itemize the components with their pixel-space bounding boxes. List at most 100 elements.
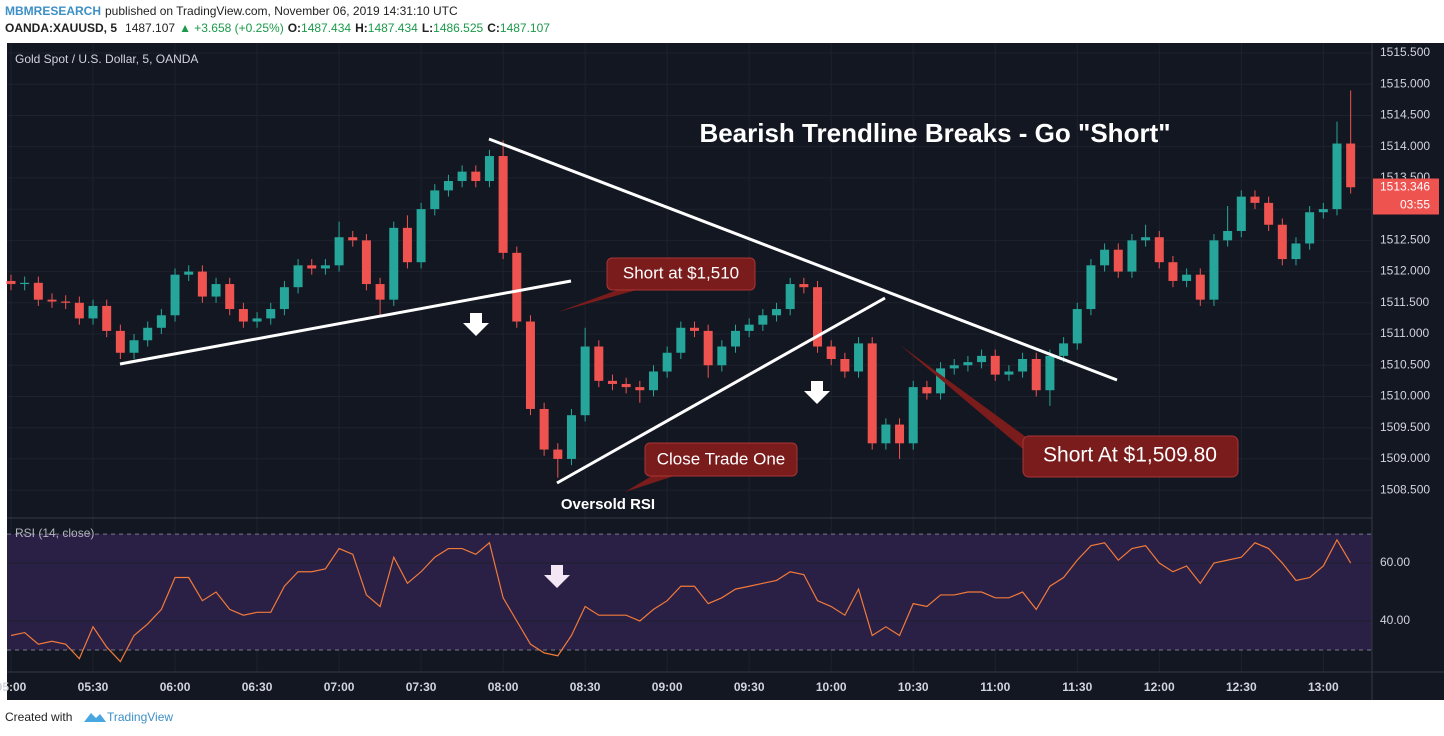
candle-body xyxy=(512,252,522,322)
callout-pointer xyxy=(625,474,680,492)
header-line-2: OANDA:XAUUSD, 5 1487.107 ▲ +3.658 (+0.25%)… xyxy=(5,21,550,35)
candle-body xyxy=(307,265,317,269)
candle-body xyxy=(279,287,289,310)
annotation-title: Bearish Trendline Breaks - Go "Short" xyxy=(699,118,1170,148)
x-tick-label: 06:00 xyxy=(160,680,191,694)
candle-body xyxy=(1209,240,1219,300)
trendline xyxy=(119,279,572,366)
rsi-title: RSI (14, close) xyxy=(15,526,94,540)
x-tick-label: 08:30 xyxy=(570,680,601,694)
candle-body xyxy=(184,271,194,275)
annotation: Short at $1,510 xyxy=(623,263,739,282)
candle-body xyxy=(744,324,754,331)
callout-pointer xyxy=(558,289,640,312)
candle-body xyxy=(977,355,987,363)
candle-body xyxy=(1004,371,1014,375)
candle-body xyxy=(731,330,741,347)
x-tick-label: 05:30 xyxy=(78,680,109,694)
candle-body xyxy=(1045,355,1055,391)
candle-body xyxy=(895,424,905,444)
trendline xyxy=(556,296,886,485)
h-label: H: xyxy=(355,21,368,35)
candle-body xyxy=(1264,202,1274,225)
annotation: Oversold RSI xyxy=(561,496,655,513)
candle-body xyxy=(908,387,918,444)
candle-body xyxy=(703,330,713,366)
candle-body xyxy=(1318,209,1328,213)
candle-body xyxy=(607,380,617,384)
candle-body xyxy=(1018,359,1028,372)
published: published on TradingView.com, November 0… xyxy=(105,4,458,18)
footer-brand: TradingView xyxy=(107,710,173,724)
grid-layer xyxy=(7,43,1372,672)
candle-body xyxy=(33,282,43,300)
candle-body xyxy=(156,315,166,328)
x-tick-label: 07:30 xyxy=(406,680,437,694)
candle-body xyxy=(949,365,959,369)
candle-body xyxy=(785,284,795,310)
candle-body xyxy=(662,352,672,372)
callout-box xyxy=(644,442,798,477)
candle-body xyxy=(170,274,180,316)
y-tick-label: 1511.000 xyxy=(1380,326,1429,340)
candle-body xyxy=(854,343,864,372)
candle-body xyxy=(826,346,836,359)
candle-body xyxy=(6,280,16,285)
candle-body xyxy=(566,415,576,459)
candle-body xyxy=(320,265,330,269)
candle-body xyxy=(772,309,782,316)
x-tick-label: 13:00 xyxy=(1308,680,1339,694)
candle-body xyxy=(1332,143,1342,210)
candle-body xyxy=(430,190,440,210)
tv-logo xyxy=(84,713,106,722)
candle-body xyxy=(867,343,877,444)
candle-body xyxy=(471,171,481,182)
x-tick-label: 06:30 xyxy=(242,680,273,694)
annotation: Close Trade One xyxy=(657,449,786,468)
x-tick-label: 10:00 xyxy=(816,680,847,694)
candle-body xyxy=(799,284,809,288)
callout-box xyxy=(1022,435,1239,478)
candle-body xyxy=(1113,249,1123,272)
candle-body xyxy=(1291,243,1301,260)
candle-body xyxy=(129,340,139,353)
candle-body xyxy=(1072,309,1082,344)
x-tick-label: 10:30 xyxy=(898,680,929,694)
candle-body xyxy=(1059,343,1069,356)
candle-body xyxy=(1100,249,1110,266)
o-label: O: xyxy=(288,21,301,35)
y-tick-label: 40.00 xyxy=(1380,613,1410,627)
down-arrow xyxy=(463,313,489,336)
x-tick-label: 12:30 xyxy=(1226,680,1257,694)
candle-body xyxy=(498,156,508,253)
y-tick-label: 1510.000 xyxy=(1380,389,1430,403)
down-arrow xyxy=(804,381,830,404)
candle-body xyxy=(990,355,1000,375)
candle-body xyxy=(375,284,385,300)
candle-body xyxy=(690,327,699,331)
y-tick-label: 1509.000 xyxy=(1380,451,1430,465)
candle-body xyxy=(74,302,84,319)
x-tick-label: 12:00 xyxy=(1144,680,1175,694)
candle-body xyxy=(1168,262,1178,281)
y-tick-label: 1508.500 xyxy=(1380,482,1430,496)
candle-body xyxy=(361,240,371,285)
countdown-tag xyxy=(1373,196,1439,215)
candle-body xyxy=(717,346,727,366)
candle-body xyxy=(61,301,71,303)
candle-body xyxy=(389,227,399,300)
candle-body xyxy=(484,156,494,182)
x-tick-label: 08:00 xyxy=(488,680,519,694)
candle-body xyxy=(402,227,412,263)
h: 1487.434 xyxy=(368,21,418,35)
candle-body xyxy=(457,171,467,182)
y-tick-label: 1511.500 xyxy=(1380,295,1429,309)
rsi-band xyxy=(7,534,1372,650)
y-tick-label: 60.00 xyxy=(1380,555,1410,569)
candle-body xyxy=(1182,274,1192,281)
candle-body xyxy=(334,237,344,266)
y-tick-label: 1514.000 xyxy=(1380,139,1430,153)
candle-body xyxy=(1195,274,1205,300)
candle-body xyxy=(621,383,631,388)
